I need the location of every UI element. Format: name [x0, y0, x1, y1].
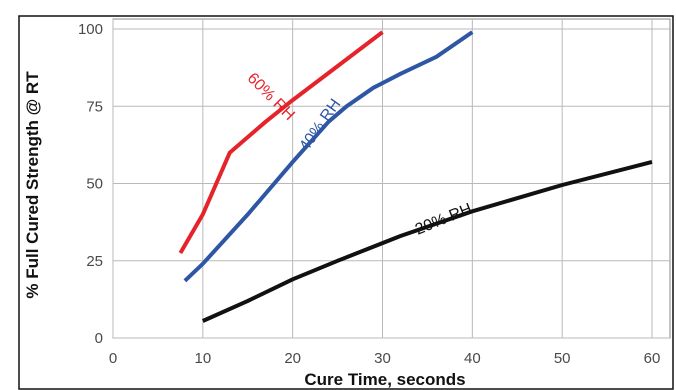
y-tick-label: 25: [86, 253, 103, 270]
series-line-40-rh: [183, 30, 474, 283]
x-axis-ticks: 0 10 20 30 40 50 60: [109, 350, 661, 367]
x-tick-label: 10: [194, 350, 211, 367]
series-line-60-rh: [178, 30, 384, 255]
x-tick-label: 0: [109, 350, 117, 367]
x-tick-label: 20: [284, 350, 301, 367]
y-tick-label: 75: [86, 98, 103, 115]
x-tick-label: 60: [644, 350, 661, 367]
x-axis-title: Cure Time, seconds: [304, 370, 465, 389]
series-lines: [178, 30, 653, 323]
x-tick-label: 30: [374, 350, 391, 367]
grid: [112, 19, 670, 339]
x-tick-label: 50: [554, 350, 571, 367]
figure-border: [18, 15, 674, 390]
series-label: 20% RH: [413, 200, 475, 238]
y-tick-label: 0: [95, 330, 103, 347]
y-axis-title: % Full Cured Strength @ RT: [23, 71, 42, 299]
y-tick-label: 100: [78, 21, 103, 38]
y-tick-label: 50: [86, 176, 103, 193]
x-tick-label: 40: [464, 350, 481, 367]
series-label: 40% RH: [296, 96, 344, 155]
y-axis-ticks: 0 25 50 75 100: [78, 21, 103, 347]
series-line-20-rh: [201, 159, 653, 323]
